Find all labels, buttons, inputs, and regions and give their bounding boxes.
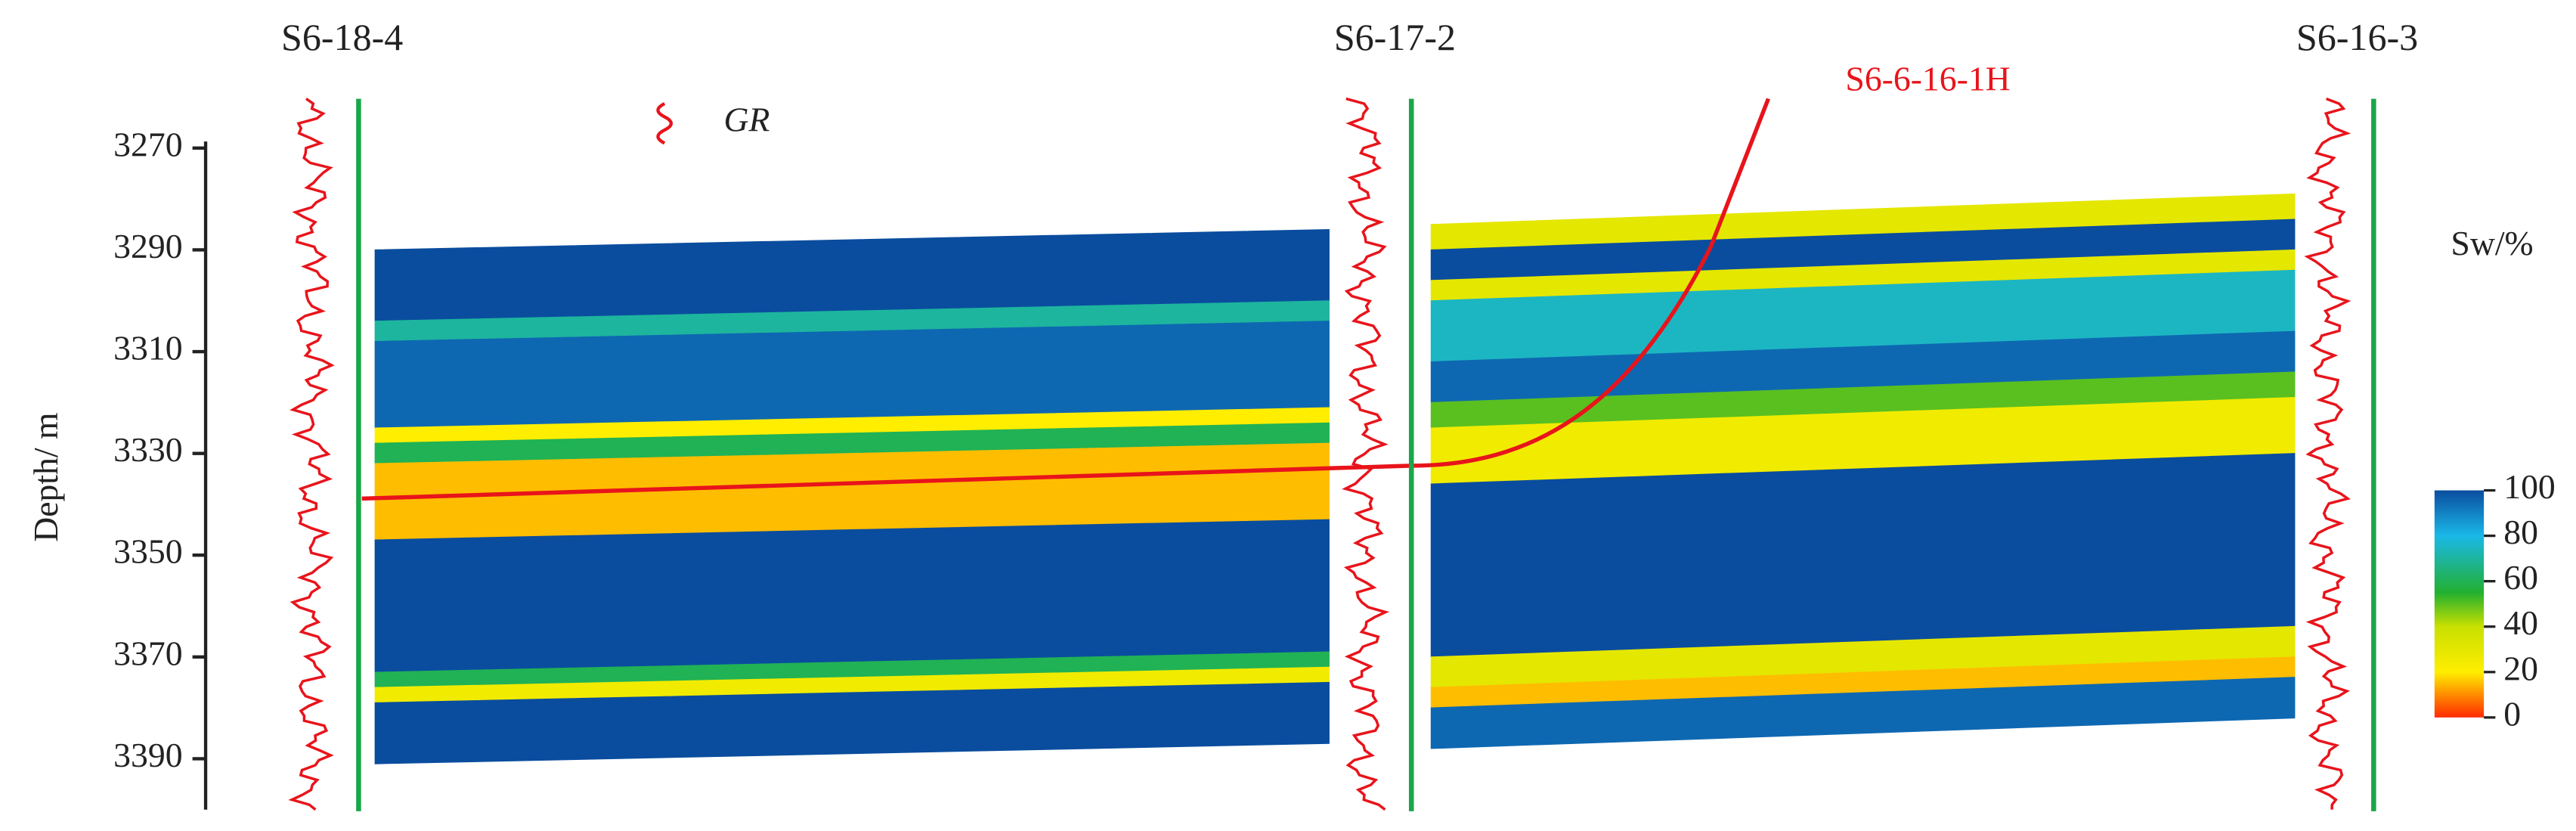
horizontal-well-label: S6-6-16-1H — [1845, 59, 2010, 98]
sw-layer — [374, 681, 1330, 764]
well-trajectory — [361, 98, 1770, 501]
y-tick-label: 3270 — [113, 125, 182, 163]
colorbar — [2434, 490, 2485, 718]
y-tick-label: 3350 — [113, 532, 182, 571]
colorbar-title: Sw/% — [2451, 224, 2533, 262]
sections — [374, 193, 2296, 764]
y-tick-label: 3290 — [113, 227, 182, 265]
well-label: S6-17-2 — [1334, 16, 1456, 58]
colorbar-tick-label: 40 — [2503, 603, 2538, 642]
y-tick-label: 3390 — [113, 736, 182, 774]
y-tick-label: 3310 — [113, 329, 182, 367]
colorbar-tick-label: 80 — [2503, 513, 2538, 551]
gr-curve — [2304, 97, 2352, 810]
y-axis-label: Depth/ m — [26, 412, 65, 541]
gr-curve — [1342, 97, 1390, 811]
sw-layer — [1430, 677, 2296, 749]
colorbar-tick-label: 20 — [2503, 649, 2538, 687]
gr-curve — [288, 98, 335, 811]
y-tick-label: 3370 — [113, 634, 182, 672]
sw-layer — [1430, 453, 2296, 658]
well-label: S6-18-4 — [281, 16, 403, 58]
sw-layer — [374, 519, 1330, 673]
legend-label: GR — [724, 101, 770, 139]
well-label: S6-16-3 — [2296, 16, 2418, 58]
legend-curve — [656, 102, 673, 145]
colorbar-tick-label: 60 — [2503, 558, 2538, 597]
y-tick-label: 3330 — [113, 430, 182, 469]
colorbar-tick-label: 0 — [2503, 694, 2521, 733]
colorbar-tick-label: 100 — [2503, 467, 2556, 506]
